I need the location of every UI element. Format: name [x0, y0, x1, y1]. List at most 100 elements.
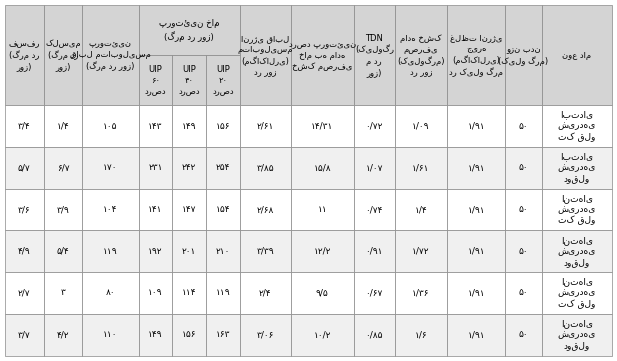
Text: ۱/۶۱: ۱/۶۱	[412, 163, 430, 172]
Text: انتهای
شیردهی
دوقلو: انتهای شیردهی دوقلو	[558, 236, 596, 267]
Text: ۵۰: ۵۰	[519, 288, 528, 297]
Text: پروتئین
قابل متابولیسم
(گرم در روز): پروتئین قابل متابولیسم (گرم در روز)	[70, 39, 151, 71]
Text: ۲/۴: ۲/۴	[259, 288, 271, 297]
Bar	[542, 230, 612, 272]
Bar	[5, 5, 44, 105]
Bar	[44, 5, 82, 105]
Text: انرژی قابل
متابولیسم
(مگاکالری)
در روز: انرژی قابل متابولیسم (مگاکالری) در روز	[238, 34, 293, 77]
Text: نوع دام: نوع دام	[562, 51, 592, 60]
Text: ۶/۷: ۶/۷	[57, 163, 69, 172]
Text: ۳: ۳	[60, 288, 65, 297]
Text: ۱/۴: ۱/۴	[415, 205, 428, 214]
Bar	[206, 147, 240, 189]
Text: ۱/۹۱: ۱/۹۱	[468, 122, 485, 131]
Bar	[82, 314, 139, 356]
Text: ۱/۰۷: ۱/۰۷	[365, 163, 383, 172]
Bar	[291, 5, 354, 105]
Text: ۰/۹۱: ۰/۹۱	[365, 247, 383, 256]
Bar	[82, 272, 139, 314]
Text: TDN
(کیلوگر
م در
روز): TDN (کیلوگر م در روز)	[355, 34, 394, 77]
Bar	[5, 189, 44, 230]
Text: انتهای
شیردهی
تک قلو: انتهای شیردهی تک قلو	[558, 193, 596, 226]
Text: ۵۰: ۵۰	[519, 330, 528, 339]
Bar	[5, 147, 44, 189]
Text: ۴/۹: ۴/۹	[18, 247, 31, 256]
Bar	[542, 314, 612, 356]
Text: فسفر
(گرم در
روز): فسفر (گرم در روز)	[9, 39, 40, 71]
Text: ۱۴۱: ۱۴۱	[148, 205, 163, 214]
Bar	[172, 230, 206, 272]
Bar	[291, 189, 354, 230]
Bar	[505, 105, 542, 147]
Text: ۱۰۹: ۱۰۹	[148, 288, 163, 297]
Bar	[139, 55, 172, 105]
Bar	[82, 105, 139, 147]
Bar	[447, 5, 505, 105]
Bar	[172, 105, 206, 147]
Bar	[291, 230, 354, 272]
Text: ۰/۸۵: ۰/۸۵	[365, 330, 383, 339]
Bar	[395, 105, 447, 147]
Text: UIP
۲۰
درصد: UIP ۲۰ درصد	[212, 65, 234, 96]
Text: ۱۱۹: ۱۱۹	[103, 247, 118, 256]
Text: ۰/۷۴: ۰/۷۴	[366, 205, 383, 214]
Bar	[395, 272, 447, 314]
Text: ۱۱۹: ۱۱۹	[216, 288, 230, 297]
Bar	[542, 272, 612, 314]
Text: ۱۰/۲: ۱۰/۲	[313, 330, 331, 339]
Text: ۱۶۳: ۱۶۳	[216, 330, 230, 339]
Bar	[139, 230, 172, 272]
Text: ۵/۷: ۵/۷	[18, 163, 31, 172]
Text: ۱/۰۹: ۱/۰۹	[412, 122, 430, 131]
Text: ۲۵۴: ۲۵۴	[216, 163, 230, 172]
Bar	[44, 272, 82, 314]
Text: ۱/۹۱: ۱/۹۱	[468, 205, 485, 214]
Bar	[542, 147, 612, 189]
Bar	[82, 5, 139, 105]
Text: ۸۰: ۸۰	[106, 288, 115, 297]
Bar	[505, 5, 542, 105]
Bar	[447, 147, 505, 189]
Text: ۱۱۴: ۱۱۴	[182, 288, 196, 297]
Text: ۱۵۶: ۱۵۶	[182, 330, 196, 339]
Text: UIP
۶۰
درصد: UIP ۶۰ درصد	[144, 65, 167, 96]
Bar	[291, 105, 354, 147]
Text: ابتدای
شیردهی
دوقلو: ابتدای شیردهی دوقلو	[558, 152, 596, 183]
Bar	[44, 314, 82, 356]
Bar	[505, 189, 542, 230]
Bar	[139, 314, 172, 356]
Bar	[172, 147, 206, 189]
Bar	[5, 105, 44, 147]
Text: ۱/۹۱: ۱/۹۱	[468, 288, 485, 297]
Text: ۱/۶: ۱/۶	[415, 330, 428, 339]
Text: ۱/۳۶: ۱/۳۶	[412, 288, 430, 297]
Bar	[354, 314, 395, 356]
Bar	[172, 189, 206, 230]
Text: ۰/۷۲: ۰/۷۲	[366, 122, 383, 131]
Bar	[354, 147, 395, 189]
Text: ۳/۷: ۳/۷	[18, 330, 31, 339]
Text: ۴/۲: ۴/۲	[57, 330, 69, 339]
Text: ۱۴۷: ۱۴۷	[182, 205, 196, 214]
Text: ۳/۴: ۳/۴	[18, 122, 31, 131]
Bar	[291, 272, 354, 314]
Bar	[206, 189, 240, 230]
Text: ۱۱: ۱۱	[317, 205, 327, 214]
Text: ۳/۶: ۳/۶	[18, 205, 31, 214]
Bar	[240, 314, 291, 356]
Bar	[139, 189, 172, 230]
Text: ۱۹۲: ۱۹۲	[148, 247, 163, 256]
Bar	[354, 230, 395, 272]
Text: ۱/۹۱: ۱/۹۱	[468, 330, 485, 339]
Text: UIP
۴۰
درصد: UIP ۴۰ درصد	[178, 65, 200, 96]
Text: ۲/۶۱: ۲/۶۱	[257, 122, 274, 131]
Bar	[542, 5, 612, 105]
Bar	[82, 230, 139, 272]
Text: ۲۱۰: ۲۱۰	[216, 247, 230, 256]
Bar	[505, 147, 542, 189]
Bar	[206, 272, 240, 314]
Bar	[240, 189, 291, 230]
Text: ۱/۷۲: ۱/۷۲	[412, 247, 430, 256]
Text: ۳/۹: ۳/۹	[57, 205, 69, 214]
Bar	[240, 105, 291, 147]
